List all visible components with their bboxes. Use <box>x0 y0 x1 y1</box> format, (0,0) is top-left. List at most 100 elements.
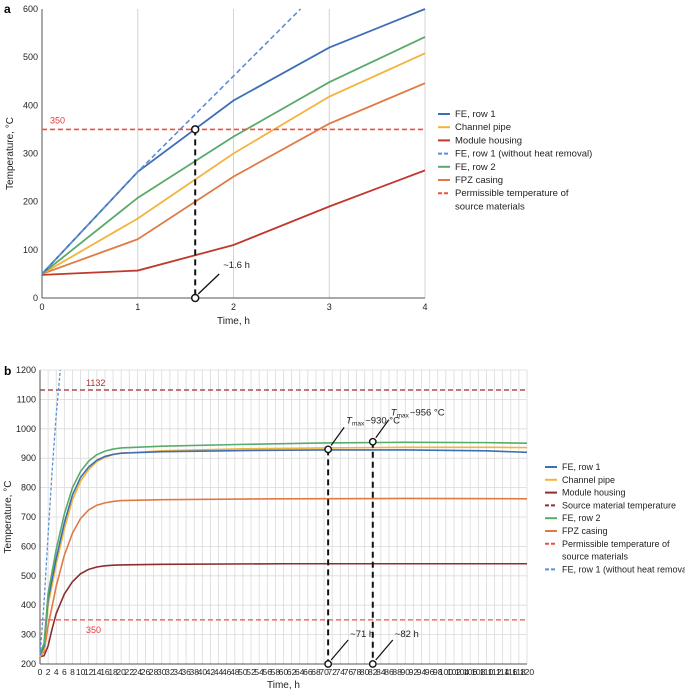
annotation-marker <box>368 437 377 446</box>
x-tick-label: 82 <box>368 667 378 677</box>
series-line <box>41 169 426 276</box>
x-tick-label: 20 <box>116 667 126 677</box>
x-tick-label: 26 <box>141 667 151 677</box>
x-tick-label: 14 <box>92 667 102 677</box>
x-tick-label: 48 <box>230 667 240 677</box>
y-tick-label: 200 <box>23 197 38 207</box>
x-tick-label: 110 <box>480 667 494 677</box>
annotation-text: ~1.6 h <box>223 260 250 271</box>
x-tick-label: 12 <box>84 667 94 677</box>
legend-label: FE, row 2 <box>562 513 601 523</box>
annotation-tmax-text: Tmax~956 °C <box>391 408 445 420</box>
series-line <box>39 562 527 658</box>
x-tick-label: 92 <box>409 667 419 677</box>
x-tick-label: 102 <box>447 667 461 677</box>
x-axis-title: Time, h <box>267 680 300 691</box>
reference-label-1132: 1132 <box>86 378 105 388</box>
y-tick-label: 700 <box>21 512 36 522</box>
x-axis-title: Time, h <box>217 316 250 327</box>
legend-label: FE, row 1 (without heat removal) <box>562 564 685 574</box>
x-tick-label: 0 <box>38 667 43 677</box>
reference-label-350: 350 <box>50 115 65 125</box>
x-tick-label: 112 <box>488 667 502 677</box>
y-tick-label: 1000 <box>16 424 36 434</box>
y-tick-label: 100 <box>23 245 38 255</box>
y-tick-label: 400 <box>21 600 36 610</box>
legend-label: FPZ casing <box>455 175 503 186</box>
panel-a-chart: a 0 100 200 300 400 500 600 0 1 2 3 4 Time, h Temperat… <box>4 2 592 327</box>
y-tick-label: 400 <box>23 100 38 110</box>
x-tick-label: 16 <box>100 667 110 677</box>
x-tick-label: 22 <box>125 667 135 677</box>
series-line <box>39 441 528 655</box>
x-tick-label: 76 <box>344 667 354 677</box>
y-tick-label: 600 <box>21 541 36 551</box>
x-tick-label: 2 <box>231 302 236 312</box>
x-tick-label: 60 <box>279 667 289 677</box>
legend-label: Module housing <box>562 488 626 498</box>
x-tick-label: 120 <box>520 667 534 677</box>
annotation-leader <box>375 419 390 439</box>
x-tick-label: 28 <box>149 667 159 677</box>
legend-label: FE, row 1 <box>455 109 496 120</box>
annotation-marker <box>324 660 333 668</box>
y-tick-label: 900 <box>21 453 36 463</box>
x-tick-label: 66 <box>303 667 313 677</box>
legend-label: FE, row 2 <box>455 162 496 173</box>
legend-label: Module housing <box>455 135 522 146</box>
panel-b-letter: b <box>4 364 11 378</box>
x-tick-label: 116 <box>504 667 518 677</box>
x-tick-label: 86 <box>384 667 394 677</box>
annotation-leader <box>197 273 220 295</box>
x-tick-label: 90 <box>401 667 411 677</box>
series-line <box>41 52 426 275</box>
y-tick-label: 500 <box>21 571 36 581</box>
tmax-subscript: max <box>397 413 410 420</box>
panel-a-letter: a <box>4 2 11 16</box>
x-tick-label: 4 <box>54 667 59 677</box>
y-tick-label: 600 <box>23 4 38 14</box>
annotation-leader <box>375 639 394 661</box>
annotation-marker <box>190 125 200 134</box>
legend-label: Channel pipe <box>455 122 511 133</box>
x-tick-label: 118 <box>512 667 526 677</box>
y-tick-label: 1100 <box>17 394 36 404</box>
x-tick-label: 58 <box>271 667 281 677</box>
x-tick-label: 80 <box>360 667 370 677</box>
x-tick-label: 74 <box>336 667 346 677</box>
x-tick-label: 114 <box>496 667 510 677</box>
legend-label: source materials <box>562 552 629 562</box>
x-tick-label: 44 <box>214 667 224 677</box>
x-tick-label: 52 <box>246 667 256 677</box>
x-tick-label: 94 <box>417 667 427 677</box>
y-tick-label: 800 <box>21 483 36 493</box>
tmax-value: ~956 °C <box>410 408 445 419</box>
legend-label: Permissible temperature of <box>562 539 670 549</box>
annotation-time-text: ~71 h <box>350 629 374 640</box>
x-tick-label: 6 <box>62 667 67 677</box>
x-tick-label: 40 <box>198 667 208 677</box>
x-tick-label: 72 <box>327 667 337 677</box>
series-line <box>41 82 426 275</box>
x-tick-label: 32 <box>165 667 175 677</box>
tmax-value: ~930 °C <box>365 415 400 426</box>
x-tick-label: 96 <box>425 667 435 677</box>
legend-label: FE, row 1 (without heat removal) <box>455 149 592 160</box>
series-line <box>41 36 426 275</box>
annotation-leader <box>330 639 349 661</box>
legend-label: FPZ casing <box>562 526 608 536</box>
x-tick-label: 56 <box>263 667 273 677</box>
x-tick-label: 104 <box>455 667 469 677</box>
x-tick-label: 88 <box>392 667 402 677</box>
tmax-subscript: max <box>352 420 365 427</box>
x-tick-label: 2 <box>46 667 51 677</box>
y-axis-title: Temperature, °C <box>3 481 14 554</box>
y-tick-label: 1200 <box>16 365 36 375</box>
x-tick-label: 42 <box>206 667 216 677</box>
x-tick-label: 3 <box>327 302 332 312</box>
legend-label: source materials <box>455 201 525 212</box>
series-line <box>39 497 528 658</box>
x-tick-label: 38 <box>189 667 199 677</box>
x-tick-label: 106 <box>463 667 477 677</box>
